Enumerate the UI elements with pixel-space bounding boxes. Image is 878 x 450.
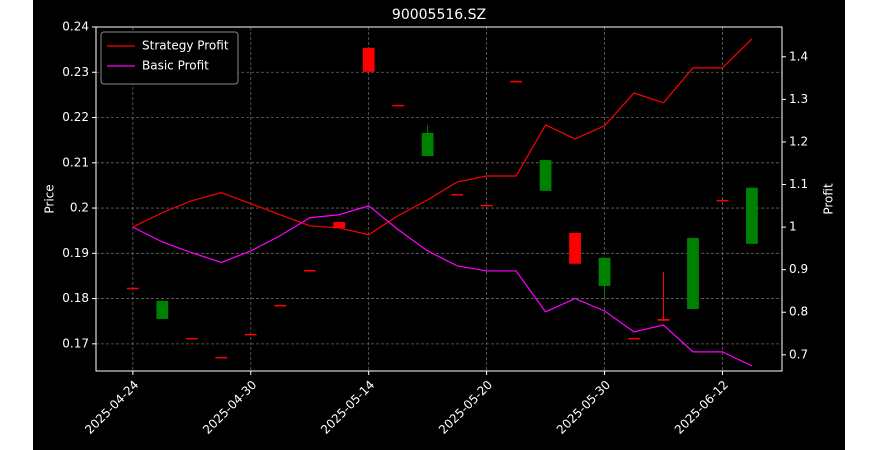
- candle-body: [156, 300, 169, 319]
- chart-title: 90005516.SZ: [392, 7, 486, 23]
- candle-body: [687, 237, 699, 309]
- y2-axis-label: Profit: [822, 183, 836, 215]
- y-axis-label: Price: [43, 184, 57, 213]
- candle-body: [303, 270, 316, 272]
- candle-body: [746, 187, 758, 244]
- candle-body: [392, 104, 405, 107]
- y-tick-label: 0.22: [62, 110, 89, 124]
- legend-box: [100, 31, 239, 85]
- y2-tick-label: 0.9: [789, 262, 808, 276]
- candle-body: [480, 204, 493, 207]
- candle-body: [716, 199, 729, 202]
- candle-body: [421, 132, 434, 156]
- candle-body: [185, 337, 198, 340]
- y2-tick-label: 0.7: [789, 347, 808, 361]
- y-tick-label: 0.18: [62, 291, 89, 305]
- y2-tick-label: 1.3: [789, 92, 808, 106]
- candle-body: [126, 287, 139, 290]
- candle-body: [362, 47, 375, 72]
- profit-line: [132, 205, 753, 367]
- y-tick-label: 0.23: [62, 65, 89, 79]
- y2-tick-label: 1.2: [789, 134, 808, 148]
- y-tick-label: 0.24: [62, 20, 89, 34]
- candle-body: [569, 232, 581, 264]
- y-tick-label: 0.21: [62, 155, 89, 169]
- y2-tick-label: 1.4: [789, 49, 808, 63]
- candle-body: [510, 80, 522, 83]
- y2-tick-label: 1: [789, 220, 797, 234]
- candle-body: [333, 222, 346, 228]
- candle-body: [215, 356, 228, 359]
- candle-body: [451, 194, 464, 196]
- y2-tick-label: 0.8: [789, 305, 808, 319]
- y-tick-label: 0.2: [70, 201, 89, 215]
- y2-tick-label: 1.1: [789, 177, 808, 191]
- y-tick-label: 0.17: [62, 336, 89, 350]
- y-tick-label: 0.19: [62, 246, 89, 260]
- candle-body: [657, 318, 670, 321]
- legend-label: Basic Profit: [142, 59, 209, 73]
- candle-body: [598, 257, 611, 286]
- candle-body: [244, 333, 257, 336]
- profit-line: [132, 38, 753, 236]
- candle-body: [539, 160, 552, 191]
- legend-label: Strategy Profit: [142, 39, 229, 53]
- candle-body: [274, 304, 287, 307]
- plot-frame: [95, 26, 783, 372]
- candle-body: [628, 337, 640, 340]
